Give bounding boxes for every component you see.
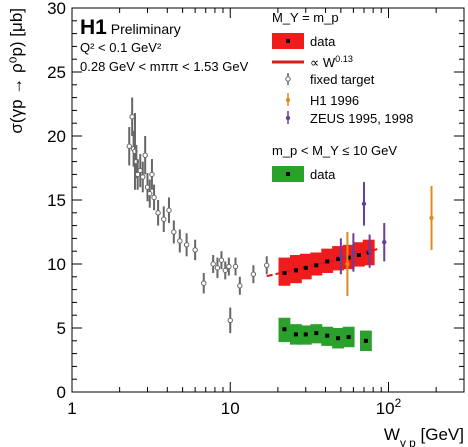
legend-heading-elastic: M_Y = m_p — [272, 10, 339, 25]
elastic-data-point — [325, 259, 330, 264]
header-experiment: H1 Preliminary — [80, 16, 181, 39]
header-mass-window: 0.28 GeV < mππ < 1.53 GeV — [80, 59, 249, 74]
legend-fit-label-part: ∝ W — [310, 55, 336, 70]
fixed-target-point — [201, 280, 207, 286]
fixed-target-point — [232, 263, 239, 270]
fixed-target-point — [166, 207, 172, 213]
pdiss-data-point — [363, 338, 368, 343]
y-tick-label: 10 — [47, 255, 66, 274]
y-tick-label: 5 — [57, 319, 66, 338]
legend-elastic-marker — [286, 39, 290, 43]
elastic-data-point — [346, 255, 351, 260]
legend-fixed-target-label: fixed target — [310, 72, 375, 87]
fixed-target-point — [149, 171, 155, 178]
plot-area — [71, 7, 465, 393]
header-experiment-part: Preliminary — [107, 21, 181, 37]
x-tick-label: 10 — [221, 399, 240, 418]
zeus-point — [382, 240, 387, 245]
fixed-target-point — [161, 216, 167, 222]
x-tick-label-part: 1 — [67, 399, 76, 418]
legend-zeus-label: ZEUS 1995, 1998 — [310, 111, 413, 126]
legend-elastic-label: data — [310, 34, 336, 49]
elastic-data-point — [314, 263, 319, 268]
elastic-data-point — [336, 256, 341, 261]
y-tick-label: 20 — [47, 127, 66, 146]
fixed-target-point — [140, 174, 146, 180]
h1-1996-point — [429, 215, 434, 221]
y-tick-label: 15 — [47, 191, 66, 210]
plot-frame — [71, 7, 465, 393]
fixed-target-point — [129, 114, 135, 120]
zeus-point — [351, 250, 356, 255]
h1-1996-point — [345, 261, 350, 267]
header-q2-cut: Q² < 0.1 GeV² — [80, 40, 162, 55]
legend-fit-label-part: 0.13 — [335, 54, 353, 64]
x-tick-label: 102 — [376, 396, 402, 418]
fixed-target-point — [218, 257, 225, 263]
data-marks — [126, 97, 434, 352]
axes — [71, 7, 465, 393]
fixed-target-point — [171, 229, 177, 235]
fixed-target-point — [237, 283, 243, 289]
fixed-target-point — [214, 265, 221, 271]
fixed-target-point — [142, 152, 148, 158]
header-experiment-part: H1 — [80, 16, 107, 39]
legend-pdiss-label: data — [310, 167, 336, 182]
pdiss-data-point — [325, 333, 330, 338]
pdiss-data-point — [336, 336, 341, 341]
fixed-target-point — [210, 261, 216, 267]
zeus-point — [338, 254, 344, 259]
fixed-target-point — [177, 238, 183, 244]
pdiss-data-point — [293, 332, 298, 337]
x-tick-label-part: 10 — [221, 399, 240, 418]
zeus-point — [367, 249, 372, 254]
legend-pdiss-marker — [286, 172, 290, 176]
x-axis-label-part: [GeV] — [416, 425, 464, 444]
legend-h1-1996-marker — [285, 97, 291, 103]
fixed-target-point — [147, 190, 153, 197]
elastic-data-point — [293, 268, 298, 273]
y-tick-label: 30 — [47, 0, 66, 18]
y-tick-label: 0 — [57, 383, 66, 402]
legend-zeus-marker — [285, 115, 291, 121]
elastic-data-point — [282, 270, 287, 275]
x-tick-label: 1 — [67, 399, 76, 418]
elastic-data-point — [356, 253, 361, 258]
fixed-target-point — [151, 194, 157, 201]
fixed-target-point — [222, 267, 228, 274]
x-axis-label: Wγ p [GeV] — [384, 425, 464, 447]
legend-fixed-target-marker — [285, 76, 291, 82]
fixed-target-point — [227, 317, 233, 324]
x-tick-label-part: 10 — [376, 399, 395, 418]
legend-fit-label: ∝ W0.13 — [310, 54, 353, 70]
fixed-target-point — [183, 242, 190, 248]
pdiss-data-point — [303, 332, 308, 337]
legend-h1-1996-label: H1 1996 — [310, 93, 359, 108]
fixed-target-point — [250, 271, 257, 277]
x-tick-label-part: 2 — [395, 396, 402, 410]
pdiss-data-point — [314, 331, 319, 336]
legend-heading-pdiss: m_p < M_Y ≤ 10 GeV — [272, 143, 397, 158]
pdiss-data-point — [282, 327, 287, 332]
pdiss-data-point — [346, 334, 351, 339]
fixed-target-point — [126, 143, 132, 149]
zeus-point — [361, 201, 367, 207]
x-axis-label-part: W — [384, 425, 400, 444]
fixed-target-point — [226, 263, 232, 270]
x-axis-label-part: γ p — [400, 436, 416, 447]
y-axis-label: σ(γp → ρ⁰p) [μb] — [7, 8, 26, 134]
fixed-target-point — [155, 210, 161, 216]
y-tick-label: 25 — [47, 63, 66, 82]
fixed-target-point — [192, 247, 198, 253]
elastic-data-point — [303, 265, 308, 270]
fixed-target-point — [264, 262, 270, 268]
